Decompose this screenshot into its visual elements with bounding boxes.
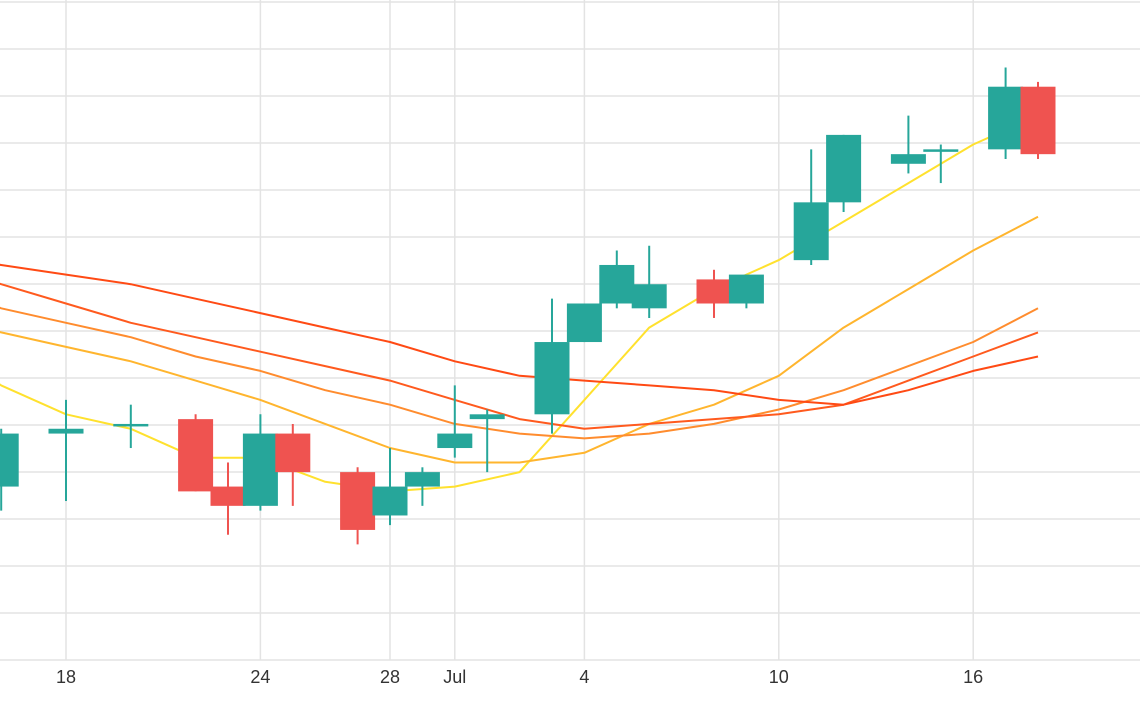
candle-body (113, 423, 149, 427)
candle-body (372, 486, 408, 516)
candle (728, 274, 764, 309)
candle (340, 467, 376, 545)
candle (696, 269, 732, 318)
candle (793, 149, 829, 265)
candle (210, 462, 246, 535)
candle (599, 250, 635, 309)
candle-body (210, 486, 246, 506)
candle-body (890, 154, 926, 164)
candle (890, 115, 926, 174)
candle (631, 245, 667, 318)
candle (275, 423, 311, 506)
candle-body (599, 264, 635, 304)
x-tick-label: 16 (963, 667, 983, 687)
candle-body (728, 274, 764, 304)
x-tick-label: Jul (443, 667, 466, 687)
candle (469, 409, 505, 473)
candle-body (923, 149, 959, 152)
candle-body (178, 419, 214, 492)
x-tick-label: 24 (250, 667, 270, 687)
vertical-gridlines (65, 0, 974, 660)
candles (0, 67, 1056, 545)
candle-body (469, 414, 505, 420)
candle (534, 298, 570, 434)
candle (988, 67, 1024, 159)
candle (0, 428, 19, 511)
candle-body (340, 472, 376, 530)
candle (48, 399, 84, 502)
candle-body (404, 472, 440, 487)
candle (437, 385, 473, 458)
candle-body (793, 202, 829, 261)
candle-body (0, 433, 19, 487)
candle (242, 414, 278, 511)
candle (372, 448, 408, 526)
candle-body (275, 433, 311, 473)
horizontal-gridlines (0, 1, 1140, 661)
candle (404, 467, 440, 506)
candle-body (1020, 86, 1056, 155)
x-tick-label: 10 (769, 667, 789, 687)
x-tick-label: 4 (579, 667, 589, 687)
candle (1020, 81, 1056, 159)
candle-body (988, 86, 1024, 150)
candle (923, 144, 959, 184)
x-tick-label: 28 (380, 667, 400, 687)
candle-body (437, 433, 473, 449)
candle-body (566, 303, 602, 343)
x-axis-tick-labels: 18 24 28 Jul 4 10 16 (56, 667, 983, 687)
candle (566, 303, 602, 343)
candle-body (696, 279, 732, 304)
candle (113, 404, 149, 449)
candle-body (826, 134, 862, 203)
candle-body (534, 342, 570, 415)
moving-average-line-5 (0, 263, 1039, 406)
x-tick-label: 18 (56, 667, 76, 687)
candle (178, 414, 214, 492)
candle-body (48, 428, 84, 434)
candle-body (631, 284, 667, 309)
candle (826, 134, 862, 212)
candle-body (242, 433, 278, 506)
